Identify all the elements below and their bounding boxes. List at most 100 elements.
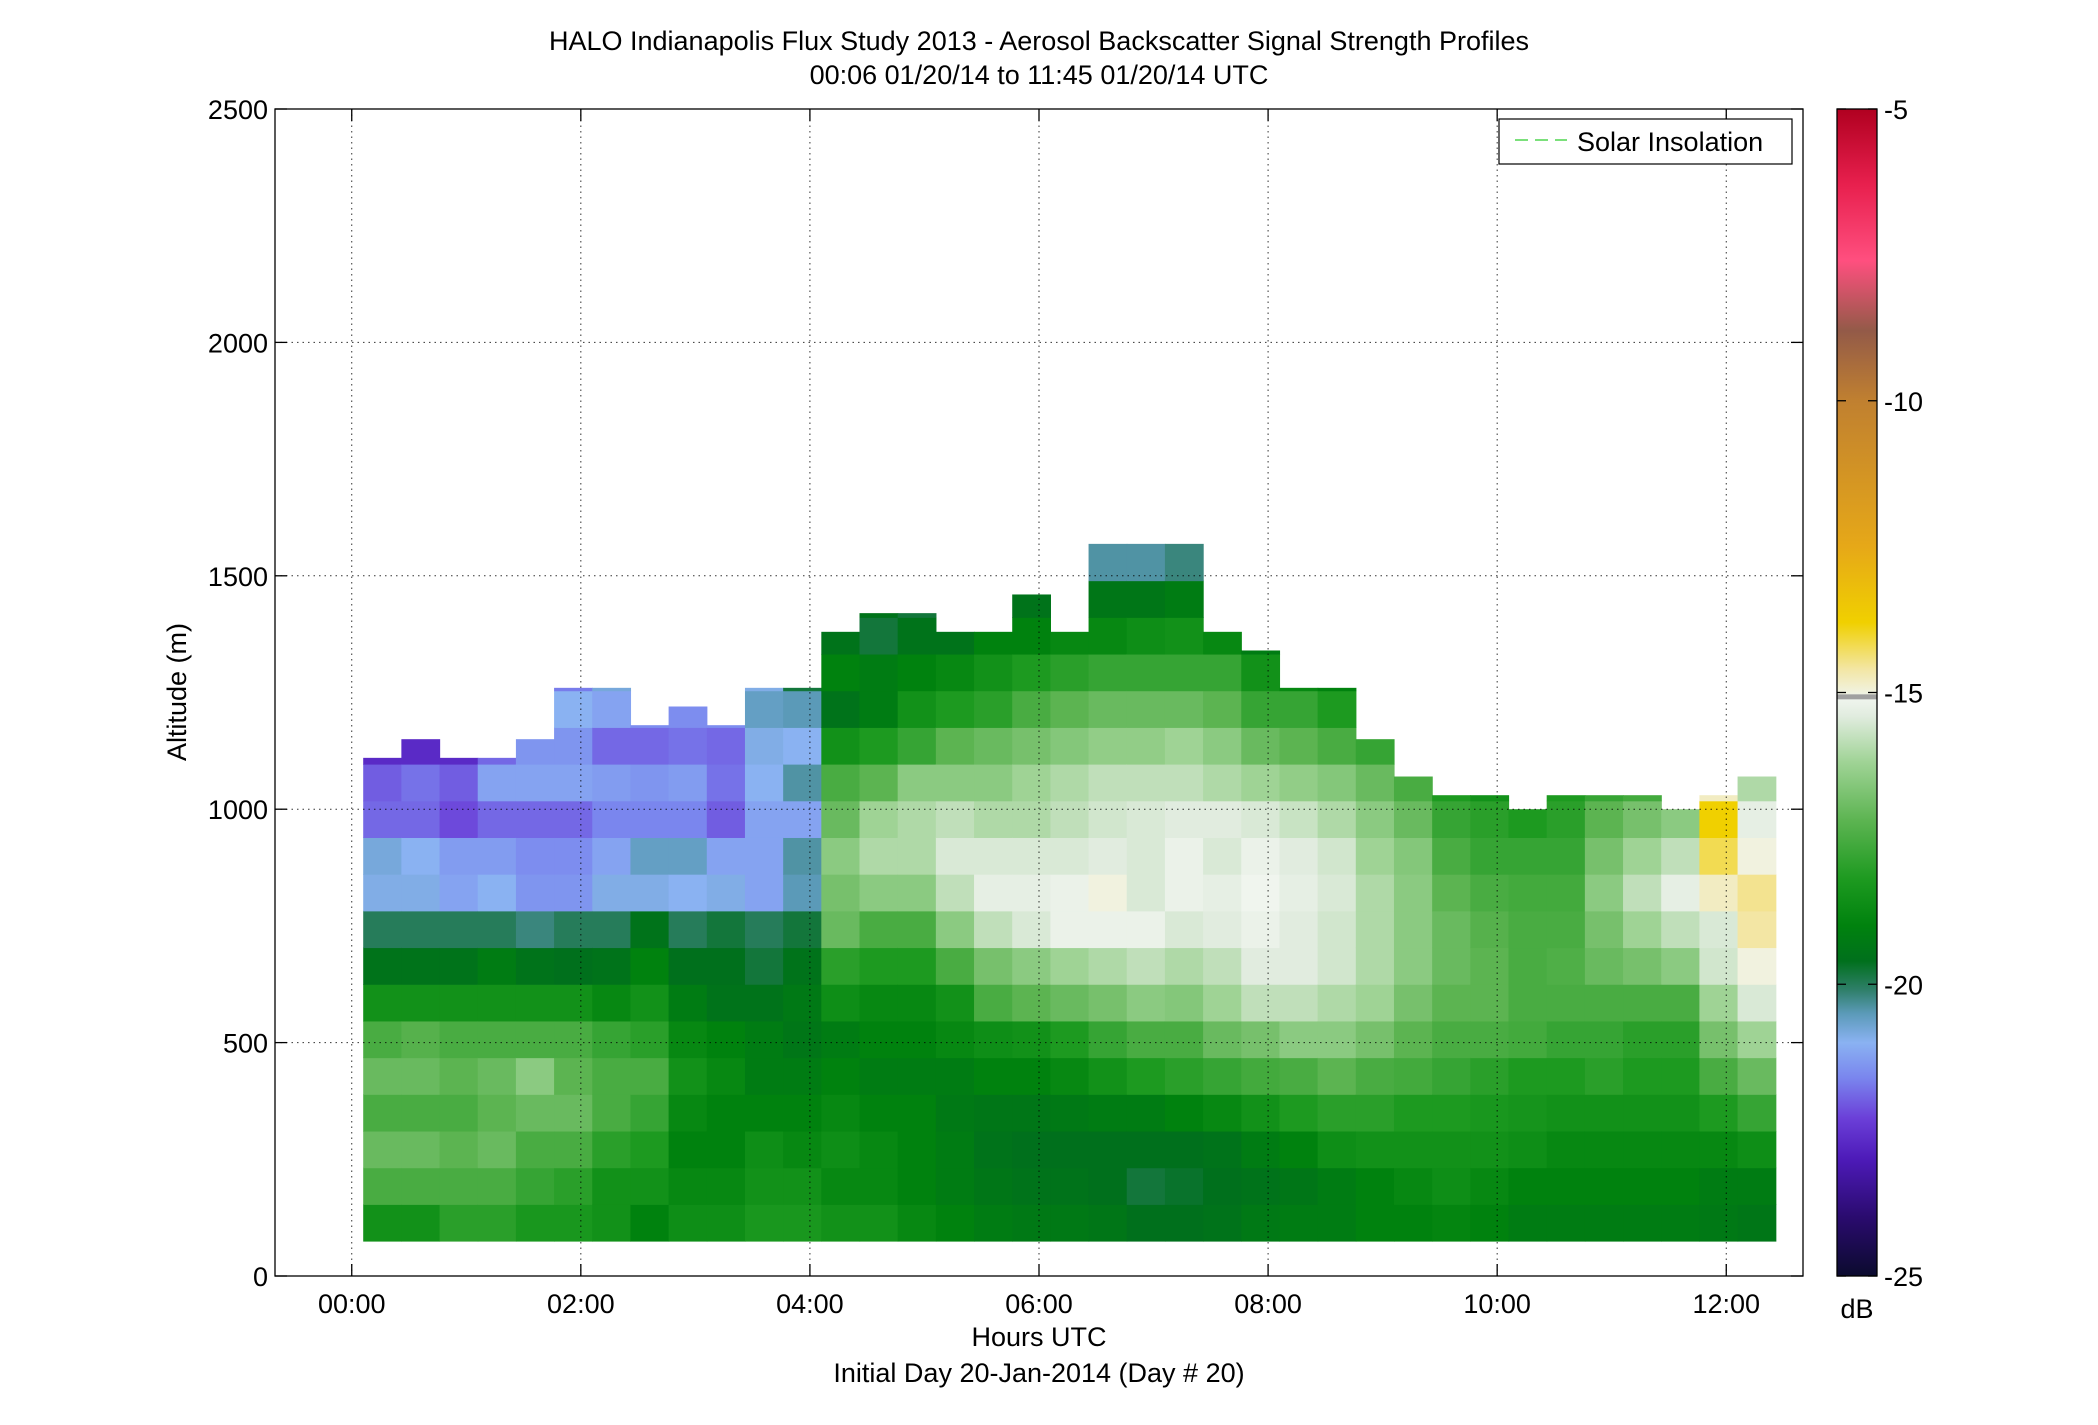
heatmap-cell (1699, 1167, 1739, 1205)
heatmap-cell (1241, 874, 1281, 912)
heatmap-cell (821, 837, 861, 875)
heatmap-cell (477, 947, 517, 985)
heatmap-cell (630, 874, 670, 912)
heatmap-cell (1279, 874, 1319, 912)
heatmap-cell (859, 984, 899, 1022)
heatmap-cell (554, 1094, 593, 1132)
heatmap-cell (1623, 837, 1662, 875)
heatmap-cell (1203, 1204, 1242, 1242)
heatmap-cell (1012, 837, 1051, 875)
heatmap-cell (897, 984, 937, 1022)
heatmap-cell (935, 984, 975, 1022)
heatmap-cell (439, 984, 479, 1022)
heatmap-cell (1317, 984, 1357, 1022)
heatmap-cell (1355, 874, 1395, 912)
heatmap-cell (1203, 874, 1242, 912)
heatmap-cell (1317, 1020, 1357, 1059)
heatmap-cell (1241, 800, 1281, 838)
heatmap-cell (706, 984, 746, 1022)
heatmap-cell (897, 837, 937, 875)
heatmap-cell (1203, 1130, 1242, 1169)
x-axis: 00:00 02:00 04:00 06:00 08:00 10:00 12:00 (318, 109, 1760, 1319)
heatmap-cell (1623, 984, 1662, 1022)
heatmap-cell (1088, 984, 1128, 1022)
heatmap-cell (1432, 1094, 1471, 1132)
heatmap-cell (668, 1204, 708, 1242)
heatmap-cell (897, 1167, 937, 1205)
heatmap-cell (1470, 795, 1510, 802)
heatmap-cell (363, 910, 402, 949)
x-axis-label: Hours UTC (971, 1322, 1106, 1352)
heatmap-cell (897, 653, 937, 692)
heatmap-cell (592, 690, 632, 728)
heatmap-cell (706, 800, 746, 838)
heatmap-cell (1623, 800, 1662, 838)
heatmap-cell (859, 837, 899, 875)
heatmap-cell (1432, 800, 1471, 838)
heatmap-cell (1050, 837, 1090, 875)
heatmap-cell (1088, 653, 1128, 692)
heatmap-cell (1737, 1130, 1777, 1169)
heatmap-cell (1012, 727, 1051, 765)
heatmap-cell (744, 837, 784, 875)
heatmap-cell (859, 1094, 899, 1132)
heatmap-cell (706, 725, 746, 728)
heatmap-cell (515, 984, 555, 1022)
heatmap-cell (1126, 1057, 1166, 1095)
heatmap-cell (630, 910, 670, 949)
heatmap-cell (974, 653, 1013, 692)
heatmap-cell (783, 874, 822, 912)
heatmap-cell (668, 984, 708, 1022)
heatmap-cell (592, 947, 632, 985)
heatmap-cell (1393, 1130, 1433, 1169)
heatmap-cell (554, 874, 593, 912)
heatmap-cell (783, 947, 822, 985)
heatmap-cell (1164, 837, 1204, 875)
heatmap-cell (1355, 947, 1395, 985)
heatmap-cell (1737, 837, 1777, 875)
heatmap-cell (783, 727, 822, 765)
heatmap-cell (363, 1094, 402, 1132)
heatmap-cell (630, 947, 670, 985)
heatmap-cell (668, 837, 708, 875)
heatmap-cell (1508, 874, 1548, 912)
heatmap-cell (477, 1130, 517, 1169)
heatmap-cell (1432, 1130, 1471, 1169)
heatmap-cell (1432, 874, 1471, 912)
heatmap-cell (974, 727, 1013, 765)
heatmap-cell (1393, 910, 1433, 949)
heatmap-cell (1393, 1020, 1433, 1059)
heatmap-cell (1584, 1204, 1624, 1242)
heatmap-cell (744, 1204, 784, 1242)
heatmap-cell (1126, 947, 1166, 985)
heatmap-cell (1699, 984, 1739, 1022)
chart-title: HALO Indianapolis Flux Study 2013 - Aero… (549, 26, 1529, 56)
heatmap-cell (1164, 947, 1204, 985)
heatmap-cell (1584, 1020, 1624, 1059)
heatmap-cell (554, 947, 593, 985)
y-tick-label: 0 (253, 1262, 268, 1292)
heatmap-cell (1432, 1204, 1471, 1242)
heatmap-cell (783, 1130, 822, 1169)
heatmap-cell (477, 1020, 517, 1059)
heatmap-cell (1584, 795, 1624, 802)
heatmap-cell (1279, 690, 1319, 728)
heatmap-cell (744, 984, 784, 1022)
heatmap-cell (554, 837, 593, 875)
heatmap-cell (1661, 837, 1700, 875)
heatmap-cell (1737, 910, 1777, 949)
heatmap-cell (1623, 795, 1662, 802)
heatmap-cell (744, 910, 784, 949)
heatmap-cell (1508, 947, 1548, 985)
heatmap-cell (1699, 874, 1739, 912)
heatmap-cell (821, 727, 861, 765)
heatmap-cell (1203, 764, 1242, 802)
heatmap-cell (630, 1057, 670, 1095)
heatmap-cell (515, 910, 555, 949)
heatmap-cell (1661, 947, 1700, 985)
heatmap-cell (1546, 984, 1586, 1022)
heatmap-cell (401, 874, 441, 912)
heatmap-cell (1317, 1130, 1357, 1169)
heatmap-cell (897, 874, 937, 912)
heatmap-cell (1584, 910, 1624, 949)
